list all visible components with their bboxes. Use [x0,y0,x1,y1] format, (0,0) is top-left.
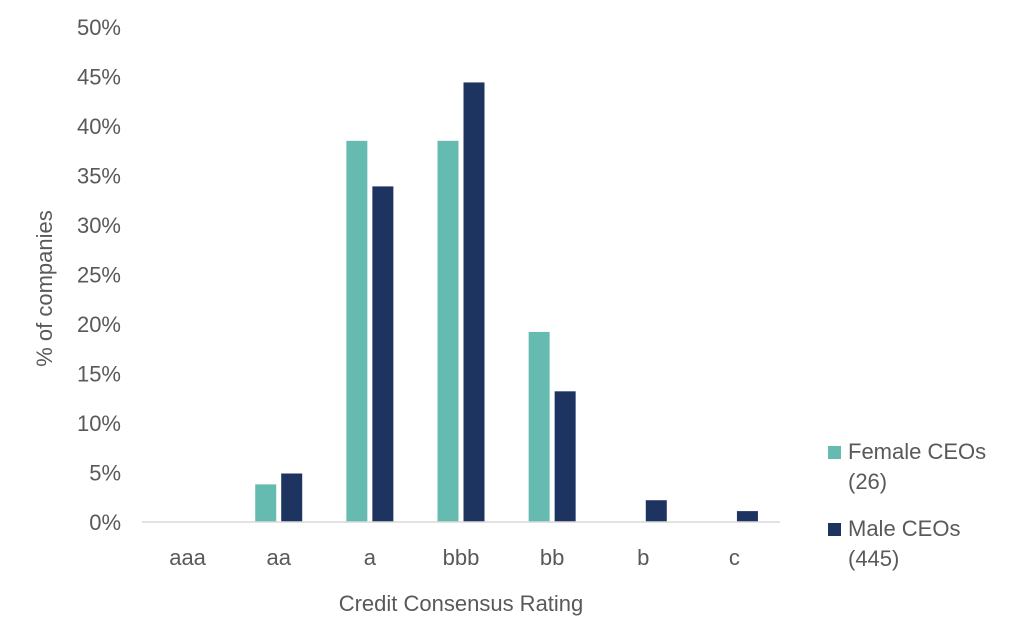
y-tick-label: 10% [77,411,121,436]
bar [645,500,667,522]
y-tick-label: 35% [77,164,121,189]
bar [255,484,277,522]
y-tick-label: 15% [77,362,121,387]
bar [437,140,459,522]
x-tick-label: aa [266,545,291,570]
y-tick-label: 50% [77,15,121,40]
x-tick-label: b [637,545,649,570]
y-tick-label: 45% [77,65,121,90]
x-axis-ticks: aaa aa a bbb bb b c [169,545,740,570]
legend-label: Male CEOs [848,516,960,541]
legend-label: Female CEOs [848,439,986,464]
bar [346,140,368,522]
y-tick-label: 5% [89,461,121,486]
bars [255,82,758,522]
bar [554,391,576,522]
x-tick-label: aaa [169,545,206,570]
bar [372,186,394,522]
y-axis-ticks: 0% 5% 10% 15% 20% 25% 30% 35% 40% 45% 50% [77,15,121,535]
x-tick-label: a [364,545,377,570]
legend-swatch [828,446,841,459]
y-tick-label: 25% [77,263,121,288]
bar [463,82,485,522]
bar [528,331,550,522]
y-tick-label: 30% [77,213,121,238]
y-tick-label: 40% [77,114,121,139]
legend-swatch [828,523,841,536]
legend: Female CEOs (26) Male CEOs (445) [828,439,986,571]
legend-label: (445) [848,546,899,571]
x-tick-label: bbb [443,545,480,570]
bar [281,473,303,522]
x-axis-title: Credit Consensus Rating [339,591,584,616]
y-tick-label: 0% [89,510,121,535]
x-tick-label: bb [540,545,564,570]
y-tick-label: 20% [77,312,121,337]
legend-label: (26) [848,469,887,494]
y-axis-title: % of companies [32,210,57,367]
bar [736,511,758,522]
x-tick-label: c [729,545,740,570]
